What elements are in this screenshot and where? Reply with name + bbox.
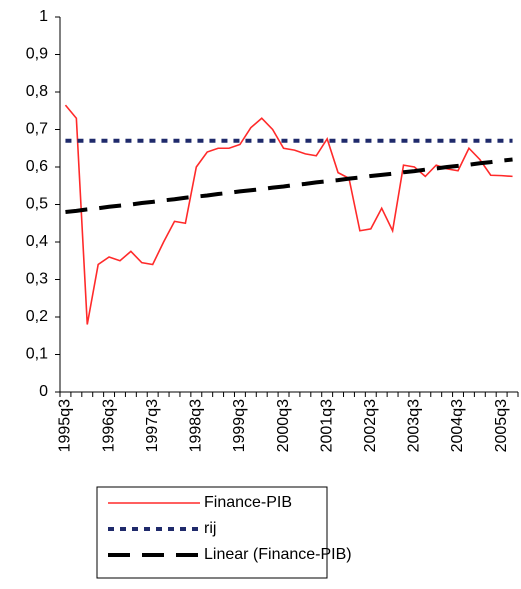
y-tick-label: 0,7 [26, 121, 48, 138]
x-tick-label: 2000q3 [275, 399, 292, 452]
legend-label: Finance-PIB [204, 494, 292, 511]
y-tick-label: 0,9 [26, 46, 48, 63]
x-tick-label: 2005q3 [493, 399, 510, 452]
x-tick-label: 2001q3 [318, 399, 335, 452]
x-tick-label: 1995q3 [57, 399, 74, 452]
x-tick-label: 1999q3 [231, 399, 248, 452]
y-tick-label: 0,1 [26, 346, 48, 363]
y-tick-label: 0,5 [26, 196, 48, 213]
legend-box [96, 486, 328, 579]
x-tick-label: 2004q3 [449, 399, 466, 452]
x-tick-label: 2002q3 [362, 399, 379, 452]
legend-label: Linear (Finance-PIB) [204, 546, 352, 563]
x-tick-label: 1997q3 [144, 399, 161, 452]
series-line [65, 157, 513, 214]
y-tick-label: 0,8 [26, 83, 48, 100]
legend-label: rij [204, 520, 216, 537]
x-tick-label: 2003q3 [406, 399, 423, 452]
y-tick-label: 0 [39, 383, 48, 400]
y-tick-label: 0,6 [26, 158, 48, 175]
y-tick-label: 0,2 [26, 308, 48, 325]
y-tick-label: 0,4 [26, 233, 48, 250]
series-line [64, 104, 513, 325]
x-tick-label: 1996q3 [100, 399, 117, 452]
x-tick-label: 1998q3 [188, 399, 205, 452]
y-tick-label: 1 [39, 8, 48, 25]
y-tick-label: 0,3 [26, 271, 48, 288]
